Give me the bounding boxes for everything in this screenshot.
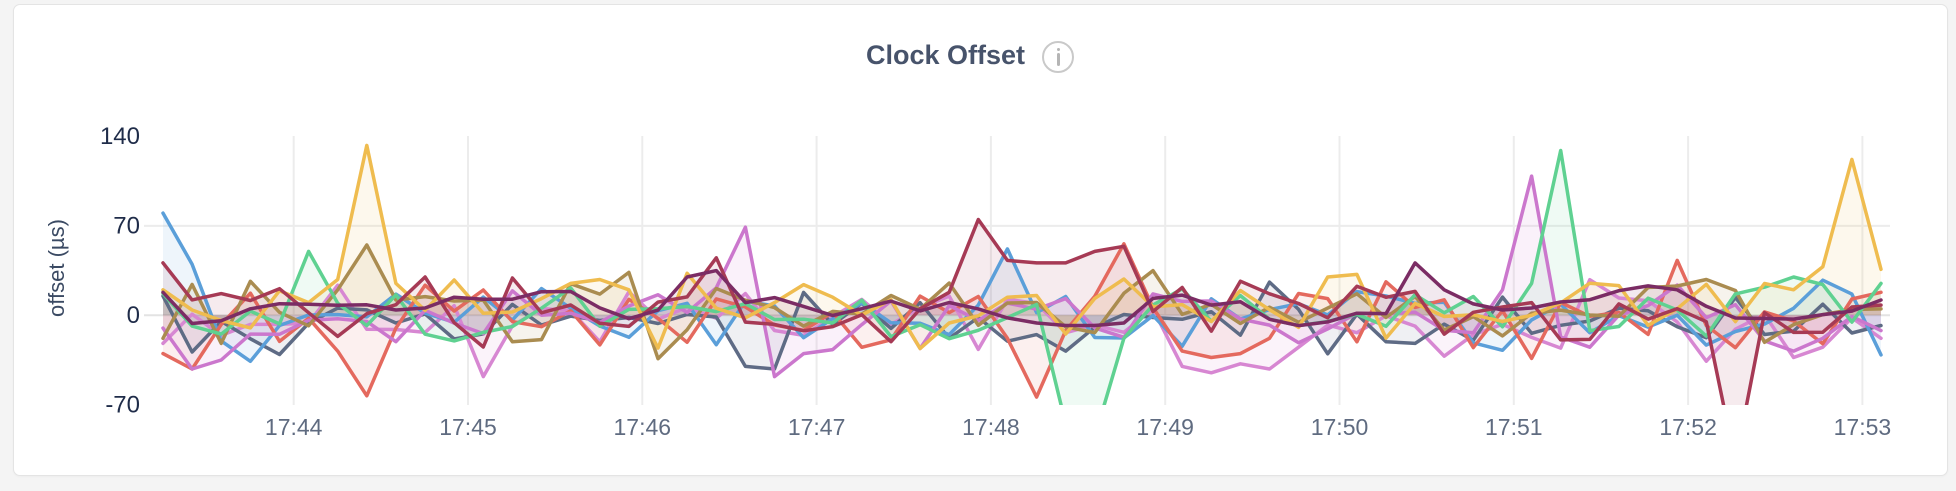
svg-text:17:45: 17:45 <box>439 414 497 440</box>
svg-text:-70: -70 <box>105 392 140 419</box>
svg-text:17:53: 17:53 <box>1834 414 1892 440</box>
svg-text:17:46: 17:46 <box>614 414 672 440</box>
svg-text:17:50: 17:50 <box>1311 414 1369 440</box>
svg-text:17:44: 17:44 <box>265 414 323 440</box>
svg-text:17:49: 17:49 <box>1136 414 1194 440</box>
svg-text:17:47: 17:47 <box>788 414 846 440</box>
svg-text:offset (µs): offset (µs) <box>44 219 69 317</box>
svg-text:17:52: 17:52 <box>1659 414 1717 440</box>
svg-text:0: 0 <box>127 302 140 329</box>
svg-text:70: 70 <box>113 213 140 240</box>
svg-text:17:51: 17:51 <box>1485 414 1543 440</box>
svg-text:140: 140 <box>100 123 140 150</box>
svg-text:17:48: 17:48 <box>962 414 1020 440</box>
